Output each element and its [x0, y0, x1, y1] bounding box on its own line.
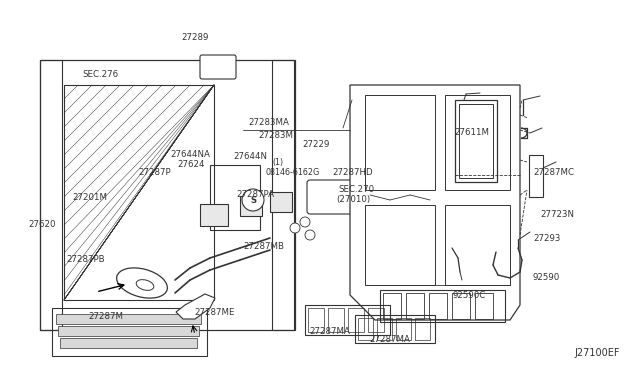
Circle shape [305, 230, 315, 240]
Text: 27289: 27289 [181, 33, 209, 42]
Text: 27201M: 27201M [72, 192, 107, 202]
Text: 27644NA: 27644NA [170, 150, 210, 158]
Ellipse shape [136, 280, 154, 291]
Text: 27287PA: 27287PA [236, 189, 274, 199]
Bar [328, 308, 344, 332]
Text: 92590C: 92590C [453, 292, 486, 301]
Text: 27644N: 27644N [233, 151, 267, 160]
Text: 27287PB: 27287PB [66, 254, 104, 263]
Bar [200, 204, 228, 226]
Text: 27287MA: 27287MA [369, 335, 410, 344]
Text: 92590: 92590 [533, 273, 560, 282]
Bar [58, 326, 199, 336]
Bar [429, 293, 447, 319]
FancyBboxPatch shape [307, 180, 355, 214]
Bar [272, 60, 294, 330]
Text: 27287ME: 27287ME [195, 308, 236, 317]
Bar [445, 95, 510, 190]
FancyBboxPatch shape [200, 55, 236, 79]
Bar [60, 338, 197, 348]
Polygon shape [350, 85, 520, 320]
Text: 27283MA: 27283MA [248, 118, 289, 126]
Bar [459, 104, 493, 178]
Ellipse shape [116, 268, 168, 298]
Text: 27620: 27620 [28, 219, 56, 228]
Text: S: S [250, 196, 256, 205]
Bar [40, 60, 295, 330]
Text: 08146-6162G: 08146-6162G [266, 167, 320, 176]
Circle shape [242, 189, 264, 211]
Bar [210, 165, 260, 230]
Text: 27287MB: 27287MB [243, 241, 284, 250]
Bar [452, 293, 470, 319]
Text: 27287M: 27287M [88, 312, 124, 321]
Text: 27287P: 27287P [138, 167, 171, 176]
Bar [475, 293, 493, 319]
Bar [380, 290, 505, 322]
Bar [358, 318, 373, 340]
Bar [529, 155, 543, 197]
Bar [365, 95, 435, 190]
Text: SEC.270: SEC.270 [338, 185, 374, 193]
Bar [406, 293, 424, 319]
Bar [396, 318, 411, 340]
Circle shape [290, 223, 300, 233]
Bar [383, 293, 401, 319]
Bar [377, 318, 392, 340]
Bar [368, 308, 384, 332]
Text: 27723N: 27723N [540, 209, 574, 218]
Bar [455, 100, 497, 182]
Text: 27624: 27624 [177, 160, 205, 169]
Text: 27611M: 27611M [454, 128, 489, 137]
Text: 27287MA: 27287MA [310, 327, 351, 336]
Text: J27100EF: J27100EF [575, 348, 620, 358]
Text: 27293: 27293 [533, 234, 561, 243]
Bar [305, 305, 390, 335]
Circle shape [300, 217, 310, 227]
Text: (1): (1) [272, 157, 283, 167]
Text: 27229: 27229 [302, 140, 330, 148]
Bar [348, 308, 364, 332]
Polygon shape [176, 294, 215, 319]
Bar [308, 308, 324, 332]
Bar [445, 205, 510, 285]
Text: (27010): (27010) [336, 195, 370, 203]
Bar [56, 314, 201, 324]
Text: 27287HD: 27287HD [332, 167, 372, 176]
Bar [365, 205, 435, 285]
Text: SEC.276: SEC.276 [82, 70, 118, 78]
Text: 27283M: 27283M [258, 131, 293, 140]
Bar [270, 192, 292, 212]
Bar [240, 196, 262, 216]
Bar [52, 308, 207, 356]
Bar [415, 318, 430, 340]
Bar [64, 85, 214, 300]
Text: 27287MC: 27287MC [533, 167, 574, 176]
Bar [40, 60, 62, 330]
Bar [355, 315, 435, 343]
